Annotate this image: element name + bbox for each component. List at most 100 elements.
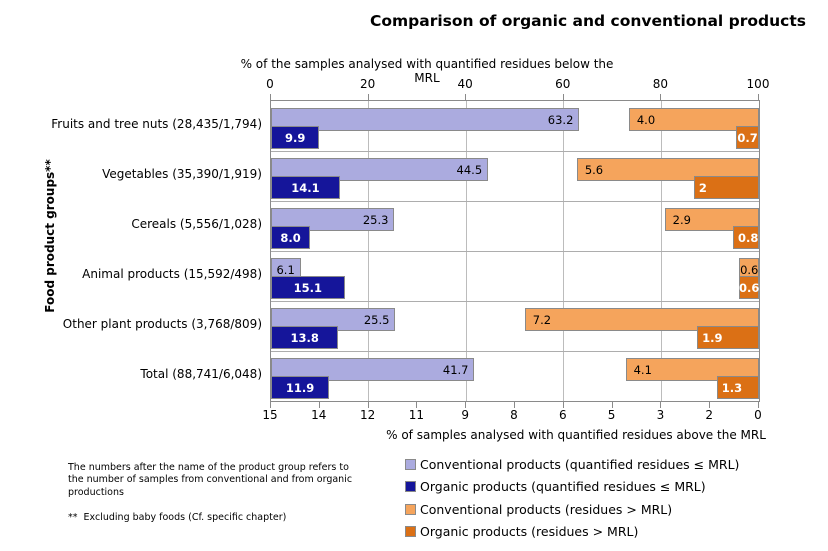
bar-value-label: 6.1	[276, 262, 295, 277]
row-separator	[271, 301, 759, 302]
bottom-axis-tick-label: 12	[359, 408, 376, 422]
bar-value-label: 11.9	[285, 380, 315, 395]
bar-value-label: 15.1	[293, 280, 323, 295]
top-axis-tick	[660, 94, 662, 100]
bottom-axis-tick-label: 15	[262, 408, 278, 422]
plot-area: 63.2 44.5 25.3 6.1 25.5 41.7 9.9 14.1 8.0 15.1 13.…	[270, 100, 760, 402]
legend-swatch	[405, 526, 416, 538]
bar-organic-below-mrl: 14.1	[271, 176, 340, 199]
bottom-axis-tick	[367, 402, 369, 408]
bottom-axis-tick	[660, 402, 662, 408]
bar-organic-below-mrl: 13.8	[271, 326, 339, 349]
bar-value-label: 2.9	[672, 212, 691, 227]
bar-organic-below-mrl: 9.9	[271, 126, 320, 149]
legend-item: Organic products (residues > MRL)	[405, 521, 739, 544]
category-label: Other plant products (3,768/809)	[62, 317, 262, 331]
footnote-sample-counts: The numbers after the name of the produc…	[68, 462, 353, 498]
bar-conventional-above-mrl: 7.2	[524, 308, 759, 331]
bottom-axis-tick-label: 11	[408, 408, 425, 422]
bar-value-label: 14.1	[291, 180, 320, 195]
bottom-axis-tick-label: 2	[705, 408, 714, 422]
legend-swatch	[405, 503, 416, 515]
legend-item: Organic products (quantified residues ≤ …	[405, 476, 739, 499]
bottom-axis-tick-label: 3	[656, 408, 665, 422]
bottom-axis-tick-label: 8	[510, 408, 518, 422]
bottom-axis-tick	[514, 402, 515, 408]
legend-label: Conventional products (residues > MRL)	[420, 501, 673, 517]
legend-label: Organic products (residues > MRL)	[420, 524, 639, 540]
bar-organic-below-mrl: 15.1	[271, 276, 345, 299]
top-axis-tick	[270, 94, 271, 100]
bottom-axis-tick	[318, 402, 320, 408]
bar-organic-below-mrl: 8.0	[271, 226, 311, 249]
legend-item: Conventional products (quantified residu…	[405, 453, 739, 476]
top-axis-tick	[367, 94, 369, 100]
top-axis-label: % of the samples analysed with quantifie…	[240, 57, 614, 85]
bottom-axis-tick	[465, 402, 467, 408]
bar-conventional-above-mrl: 0.6	[739, 258, 759, 281]
bottom-axis-tick	[709, 402, 711, 408]
bar-organic-below-mrl: 11.9	[271, 376, 330, 399]
top-axis-tick	[562, 94, 564, 100]
bar-conventional-below-mrl: 25.3	[271, 208, 395, 231]
category-label: Animal products (15,592/498)	[82, 267, 262, 281]
bar-conventional-below-mrl: 41.7	[271, 358, 475, 381]
row-separator	[271, 151, 759, 152]
row-separator	[271, 251, 759, 252]
bottom-axis-tick-label: 5	[607, 408, 616, 422]
category-label: Fruits and tree nuts (28,435/1,794)	[51, 117, 262, 131]
bottom-axis-tick	[270, 402, 271, 408]
bottom-axis-tick-label: 9	[461, 408, 470, 422]
bottom-axis-tick	[611, 402, 613, 408]
bar-organic-above-mrl: 0.7	[736, 126, 759, 149]
bar-value-label: 1.3	[721, 380, 743, 395]
bar-organic-above-mrl: 1.3	[716, 376, 759, 399]
bar-conventional-below-mrl: 25.5	[271, 308, 396, 331]
bar-value-label: 25.3	[362, 212, 389, 227]
bottom-axis-tick-label: 0	[754, 408, 762, 422]
bar-organic-above-mrl: 2	[693, 176, 759, 199]
y-axis-title: Food product groups**	[43, 159, 57, 313]
bar-value-label: 0.7	[737, 130, 758, 145]
bottom-axis-tick	[758, 402, 759, 408]
top-axis-tick-label: 100	[746, 77, 770, 91]
bar-value-label: 0.6	[740, 262, 759, 277]
legend-swatch	[405, 481, 416, 493]
bar-value-label: 9.9	[284, 130, 306, 145]
legend-swatch	[405, 458, 416, 470]
legend-label: Conventional products (quantified residu…	[420, 456, 740, 472]
top-axis-tick-label: 20	[359, 77, 376, 91]
bar-conventional-below-mrl: 63.2	[271, 108, 580, 131]
bar-value-label: 8.0	[280, 230, 301, 245]
bar-value-label: 2	[698, 180, 707, 195]
row-separator	[271, 201, 759, 202]
legend-item: Conventional products (residues > MRL)	[405, 498, 739, 521]
legend-label: Organic products (quantified residues ≤ …	[420, 479, 706, 495]
chart-title: Comparison of organic and conventional p…	[370, 12, 806, 30]
top-axis-tick-label: 40	[457, 77, 473, 91]
bar-value-label: 41.7	[442, 362, 469, 377]
bar-value-label: 13.8	[290, 330, 319, 345]
bar-value-label: 63.2	[547, 112, 574, 127]
bottom-axis-label: % of samples analysed with quantified re…	[386, 428, 766, 442]
bar-conventional-above-mrl: 4.1	[625, 358, 759, 381]
bottom-axis-tick-label: 6	[558, 408, 567, 422]
bottom-axis-tick	[562, 402, 564, 408]
bottom-axis-tick	[416, 402, 418, 408]
bar-value-label: 7.2	[532, 312, 552, 327]
category-label: Total (88,741/6,048)	[140, 367, 262, 381]
footnote-baby-foods: ** Excluding baby foods (Cf. specific ch…	[68, 512, 287, 523]
top-axis-tick-label: 80	[652, 77, 669, 91]
bar-organic-above-mrl: 0.6	[739, 276, 759, 299]
top-axis-tick-label: 0	[266, 77, 274, 91]
bar-conventional-above-mrl: 2.9	[664, 208, 759, 231]
top-axis-tick	[465, 94, 467, 100]
bar-conventional-above-mrl: 5.6	[576, 158, 759, 181]
bar-value-label: 25.5	[363, 312, 390, 327]
bar-organic-above-mrl: 1.9	[697, 326, 759, 349]
bar-conventional-above-mrl: 4.0	[628, 108, 759, 131]
bar-value-label: 0.8	[737, 230, 759, 245]
bar-value-label: 1.9	[702, 330, 723, 345]
top-axis-tick-label: 60	[555, 77, 571, 91]
